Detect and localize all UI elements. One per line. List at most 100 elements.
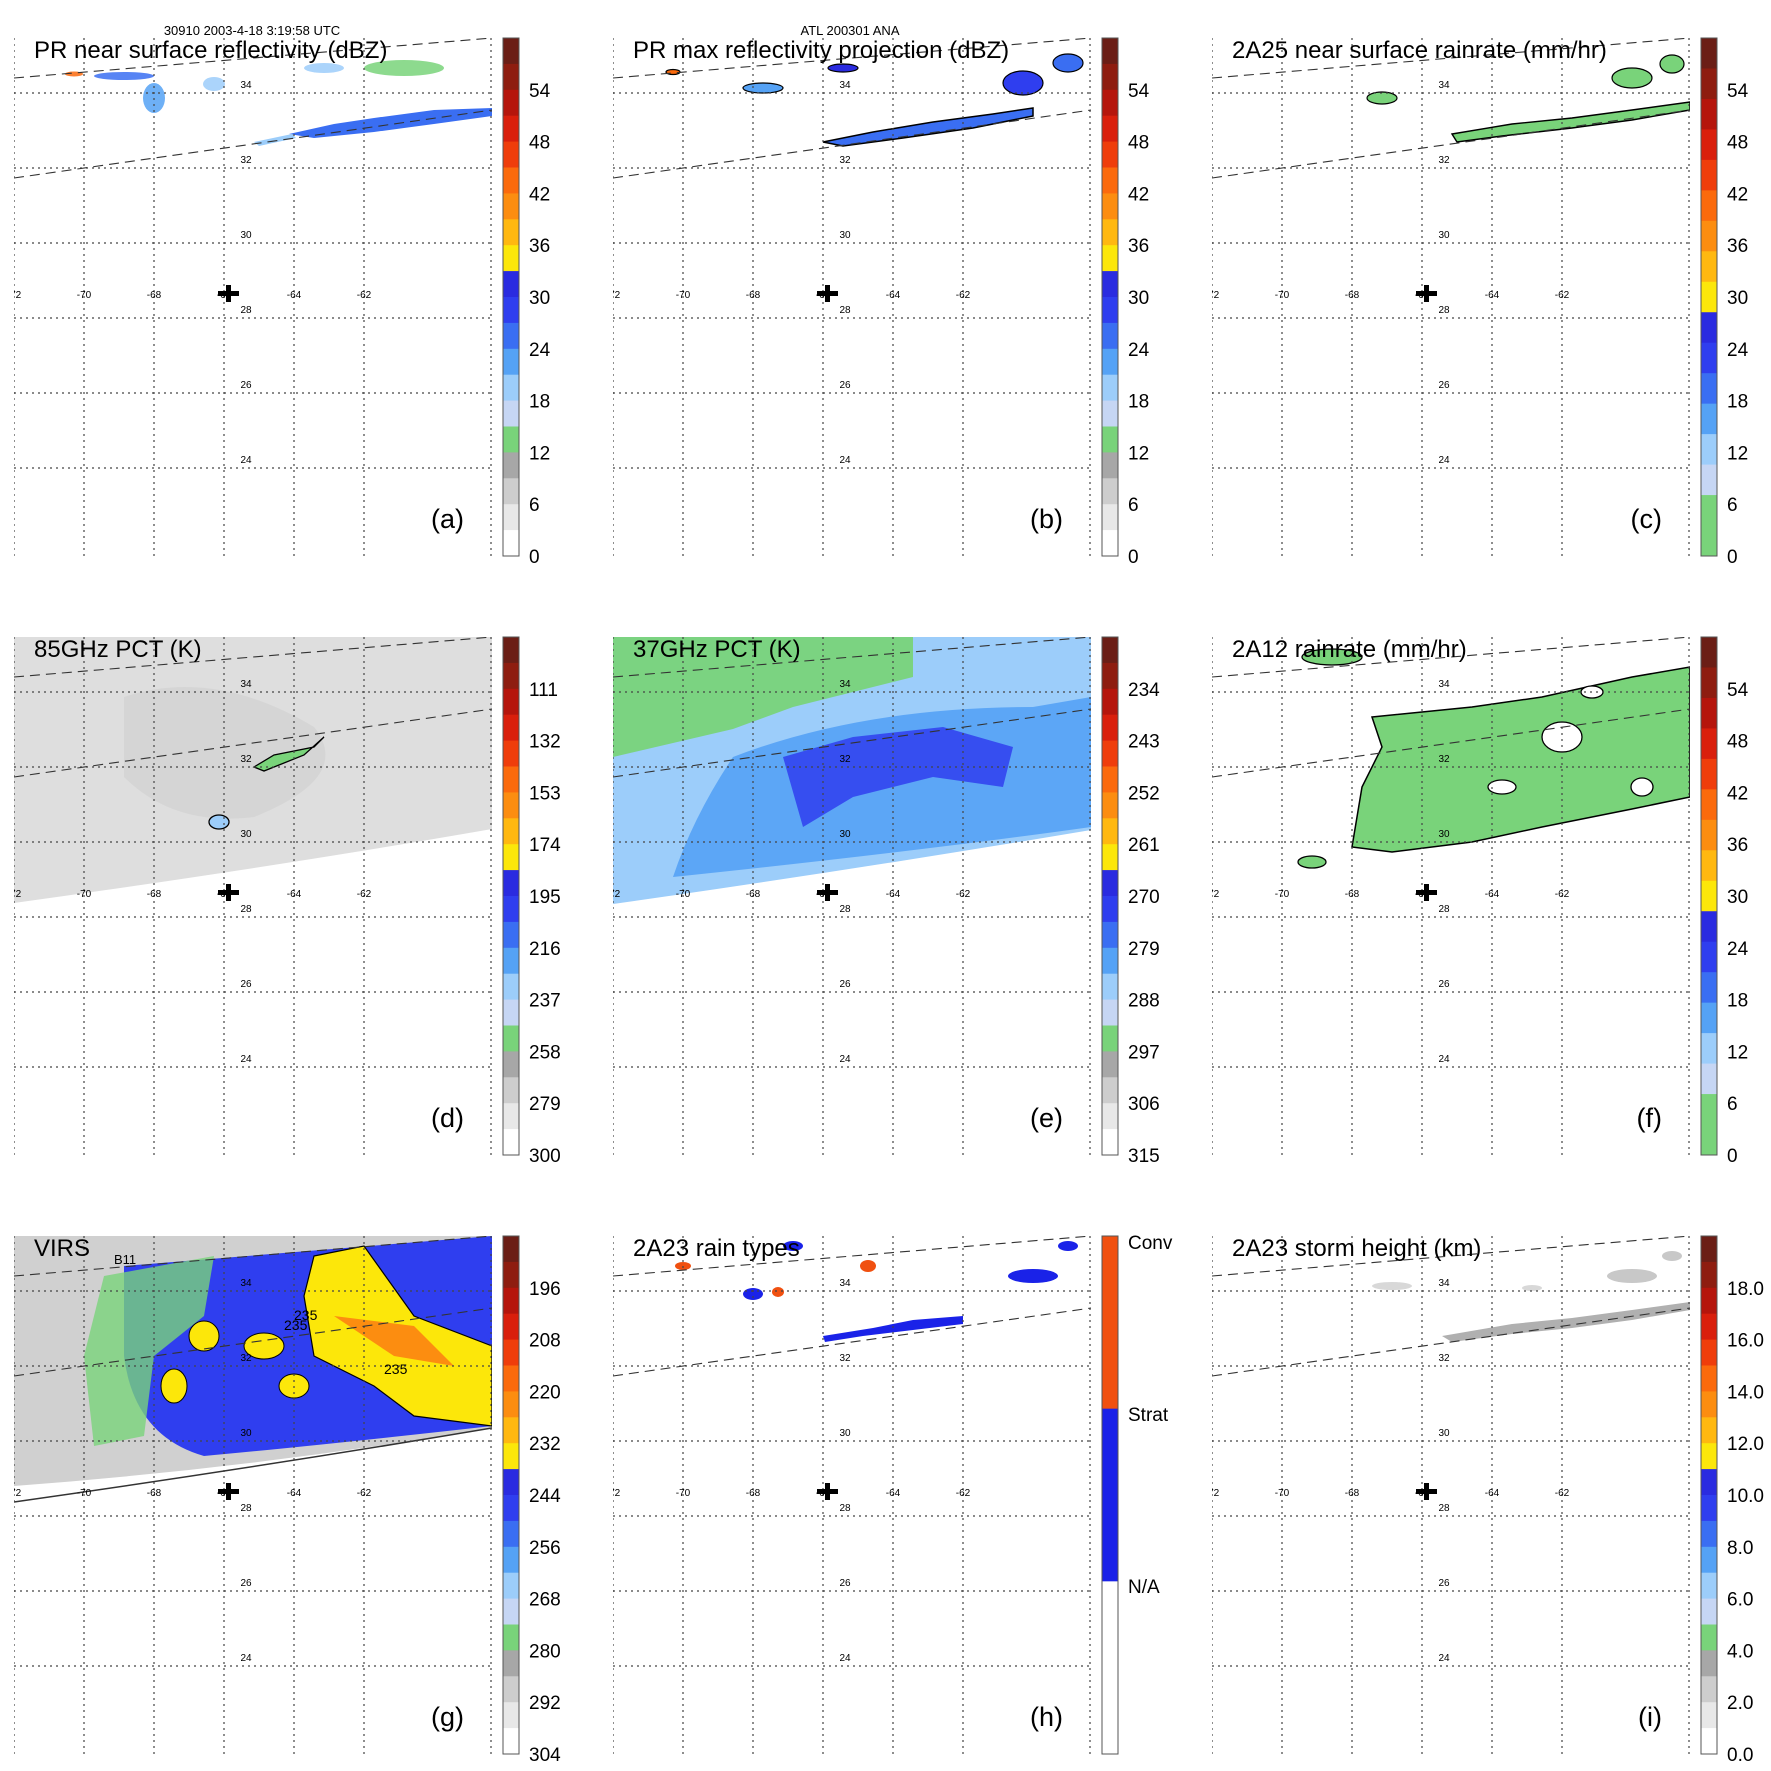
- convective-cell: [208, 814, 230, 830]
- colorbar-tick-label: 18: [529, 392, 550, 413]
- convective-band: [252, 736, 325, 772]
- panel-label: (f): [1637, 1103, 1662, 1133]
- storm-center-icon: [817, 285, 838, 302]
- colorbar-segment: [503, 1236, 519, 1263]
- colorbar-segment: [503, 740, 519, 767]
- colorbar-frame: [1700, 1235, 1718, 1755]
- colorbar-segment: [1701, 819, 1717, 851]
- lat-tick-label: 28: [839, 305, 851, 316]
- colorbar-segment: [1701, 1033, 1717, 1065]
- lon-tick-label: -70: [1275, 889, 1290, 900]
- colorbar-segment: [503, 1702, 519, 1729]
- colorbar-segment: [1102, 141, 1118, 168]
- colorbar-tick-label: 36: [1727, 236, 1748, 257]
- precip-cell: [203, 77, 225, 91]
- colorbar-segment: [503, 1676, 519, 1703]
- lon-tick-label: -70: [77, 889, 92, 900]
- rain-type-cell: [1008, 1269, 1058, 1283]
- precip-cell: [1366, 91, 1398, 105]
- lat-tick-label: 30: [1438, 829, 1450, 840]
- lon-tick-label: -66: [1415, 889, 1430, 900]
- storm-center-icon: [218, 884, 239, 901]
- colorbar-segment: [1701, 728, 1717, 760]
- colorbar-tick-label: 36: [1727, 835, 1748, 856]
- colorbar-segment: [503, 478, 519, 505]
- colorbar-segment: [1102, 1581, 1118, 1755]
- colorbar-segment: [1102, 973, 1118, 1001]
- colorbar-segment: [1701, 1728, 1717, 1755]
- colorbar-segment: [503, 1650, 519, 1677]
- lon-tick-label: -64: [886, 1488, 901, 1499]
- echo-top-band: [1442, 1302, 1690, 1342]
- precip-cell: [1002, 70, 1044, 96]
- swath-edge-south: [1212, 708, 1690, 778]
- colorbar-segment: [503, 504, 519, 531]
- colorbar-tick-label: 12: [1128, 443, 1149, 464]
- colorbar-segment: [1701, 434, 1717, 466]
- colorbar-tick-label: 0: [1727, 547, 1738, 568]
- colorbar-tick-label: 2.0: [1727, 1693, 1753, 1714]
- colorbar: 111 132 153 174 195 216 237 258 279 300: [502, 636, 561, 1167]
- colorbar-segment: [1701, 159, 1717, 191]
- colorbar-segment: [1701, 1520, 1717, 1548]
- colorbar-tick-label: 30: [1727, 288, 1748, 309]
- lon-tick-label: -70: [676, 889, 691, 900]
- colorbar-tick-label: 10.0: [1727, 1486, 1764, 1507]
- lat-tick-label: 26: [240, 979, 252, 990]
- colorbar-segment: [503, 662, 519, 690]
- lon-tick-label: -64: [886, 889, 901, 900]
- colorbar-frame: [502, 1235, 520, 1755]
- colorbar-segment: [503, 1572, 519, 1600]
- colorbar-segment: [1701, 1598, 1717, 1625]
- colorbar-segment: [503, 844, 519, 871]
- colorbar-segment: [1102, 167, 1118, 194]
- colorbar-segment: [1701, 129, 1717, 161]
- lat-tick-label: 26: [1438, 1578, 1450, 1589]
- lon-tick-label: -68: [147, 1488, 162, 1499]
- colorbar-segment: [1701, 1365, 1717, 1392]
- panel-label: (e): [1030, 1103, 1063, 1133]
- lon-tick-label: -66: [816, 290, 831, 301]
- colorbar-tick-label: 18: [1128, 392, 1149, 413]
- lat-tick-label: 32: [1438, 754, 1450, 765]
- panel-d: -72 -70 -68 -66 -64 -62 34 32 30 28 26 24 85GHz PCT …: [14, 636, 561, 1167]
- colorbar-segment: [1102, 740, 1118, 767]
- colorbar-segment: [503, 374, 519, 402]
- colorbar-segment: [503, 219, 519, 246]
- colorbar-segment: [1701, 464, 1717, 496]
- lat-tick-label: 32: [240, 754, 252, 765]
- lon-tick-label: -68: [1345, 1488, 1360, 1499]
- colorbar-segment: [1701, 1339, 1717, 1366]
- lat-tick-label: 32: [240, 1353, 252, 1364]
- lat-tick-label: 30: [240, 1428, 252, 1439]
- colorbar-segment: [1701, 342, 1717, 374]
- lon-tick-label: -66: [217, 1488, 232, 1499]
- colorbar-segment: [1701, 1572, 1717, 1600]
- colorbar-segment: [1701, 667, 1717, 699]
- colorbar-tick-label: 54: [1727, 81, 1749, 102]
- colorbar-segment: [503, 452, 519, 479]
- colorbar-segment: [503, 1443, 519, 1470]
- colorbar-tick-label: 48: [1128, 133, 1149, 154]
- swath-edge-south: [14, 109, 492, 179]
- storm-center-icon: [218, 285, 239, 302]
- colorbar-segment: [1102, 792, 1118, 819]
- precip-cell: [304, 63, 344, 73]
- colorbar-tick-label: 234: [1128, 680, 1160, 701]
- colorbar-frame: [1700, 37, 1718, 557]
- colorbar-segment: [1102, 400, 1118, 427]
- lon-tick-label: -62: [1555, 889, 1570, 900]
- lat-tick-label: 24: [839, 1054, 851, 1065]
- colorbar-tick-label: 48: [529, 133, 550, 154]
- lat-tick-label: 26: [1438, 380, 1450, 391]
- colorbar-segment: [503, 38, 519, 65]
- colorbar-tick-label: 256: [529, 1538, 561, 1559]
- map-area: -72 -70 -68 -66 -64 -62 34 32 30 28 26 24 PR near su…: [14, 38, 492, 556]
- lat-tick-label: 28: [839, 904, 851, 915]
- cold-cell: [188, 1320, 220, 1352]
- colorbar-frame: [502, 636, 520, 1156]
- colorbar-tick-label: Strat: [1128, 1405, 1169, 1426]
- lat-tick-label: 28: [240, 305, 252, 316]
- colorbar: 54 48 42 36 30 24 18 12 6 0: [1101, 37, 1150, 568]
- lon-tick-label: -62: [956, 290, 971, 301]
